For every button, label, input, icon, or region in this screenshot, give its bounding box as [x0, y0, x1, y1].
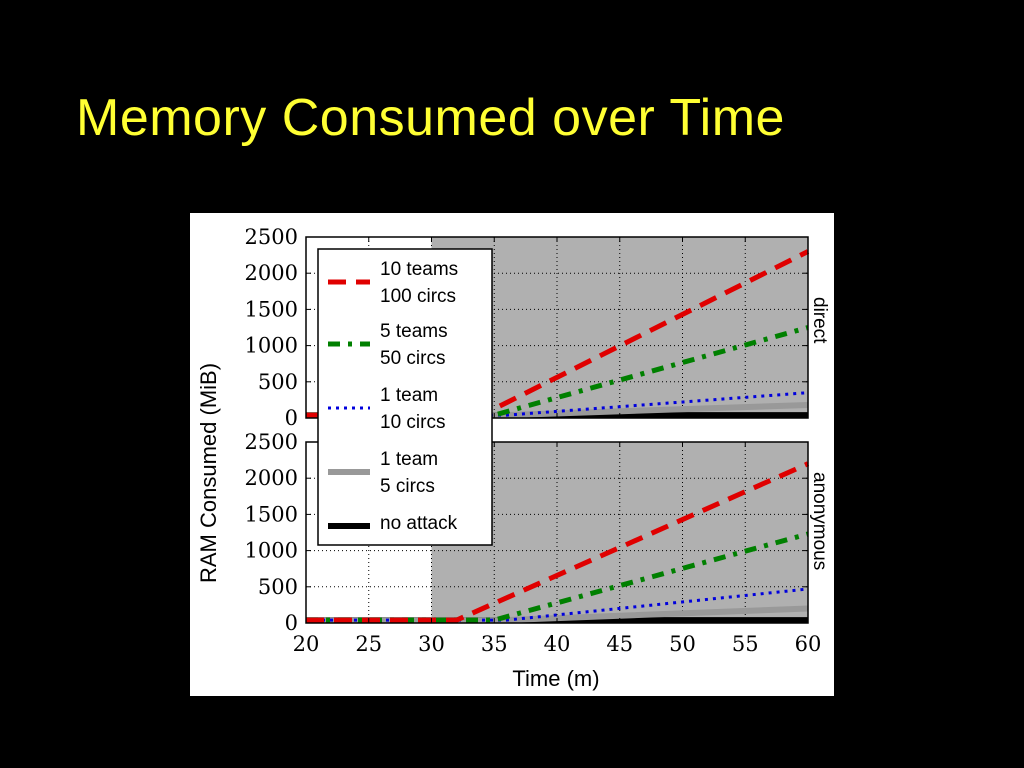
- x-tick-label: 50: [669, 632, 696, 656]
- x-axis-label: Time (m): [512, 666, 599, 691]
- attack-region-shade: [431, 442, 808, 623]
- y-tick-label: 2000: [245, 466, 298, 490]
- x-tick-label: 60: [795, 632, 822, 656]
- legend: 10 teams 100 circs 5 teams 50 circs 1 team 10…: [317, 248, 493, 546]
- y-tick-label: 500: [258, 370, 298, 394]
- legend-label: 10 circs: [380, 412, 445, 433]
- y-tick-label: 0: [285, 611, 298, 635]
- y-axis-label: RAM Consumed (MiB): [196, 363, 221, 583]
- chart-figure: 0 500 1000 1500 2000 2500 direct 0 500 1000 1500 20…: [190, 213, 834, 696]
- chart-svg: 0 500 1000 1500 2000 2500 direct 0 500 1000 1500 20…: [196, 225, 830, 691]
- y-tick-label: 2500: [245, 225, 298, 249]
- legend-label: 5 circs: [380, 476, 435, 497]
- panel-label-anonymous: anonymous: [809, 472, 830, 570]
- series-line-s5t: [306, 325, 809, 418]
- x-tick-label: 55: [732, 632, 759, 656]
- x-tick-label: 30: [418, 632, 445, 656]
- slide-title: Memory Consumed over Time: [76, 89, 785, 147]
- y-tick-label: 1000: [245, 334, 298, 358]
- y-tick-label: 500: [258, 575, 298, 599]
- y-tick-label: 1000: [245, 539, 298, 563]
- series-line-s5t: [306, 531, 809, 623]
- legend-label: no attack: [380, 513, 458, 534]
- panel-anonymous: 0 500 1000 1500 2000 2500 20 25 30 35 40 45 50 55 60 an…: [245, 430, 830, 656]
- x-tick-label: 20: [293, 632, 320, 656]
- legend-label: 10 teams: [380, 259, 458, 280]
- y-tick-label: 0: [285, 406, 298, 430]
- legend-box: [317, 248, 493, 546]
- legend-label: 1 team: [380, 449, 438, 470]
- x-tick-label: 40: [544, 632, 571, 656]
- series-line-s10t: [306, 461, 810, 623]
- y-tick-label: 1500: [245, 502, 298, 526]
- x-tick-label: 45: [606, 632, 633, 656]
- legend-label: 100 circs: [380, 286, 456, 307]
- attack-region-shade: [431, 237, 808, 418]
- x-tick-label: 25: [355, 632, 382, 656]
- legend-label: 50 circs: [380, 348, 445, 369]
- legend-label: 1 team: [380, 385, 438, 406]
- y-tick-label: 2500: [245, 430, 298, 454]
- x-tick-label: 35: [481, 632, 508, 656]
- y-tick-label: 2000: [245, 261, 298, 285]
- panel-label-direct: direct: [809, 297, 830, 344]
- legend-label: 5 teams: [380, 321, 448, 342]
- y-tick-label: 1500: [245, 297, 298, 321]
